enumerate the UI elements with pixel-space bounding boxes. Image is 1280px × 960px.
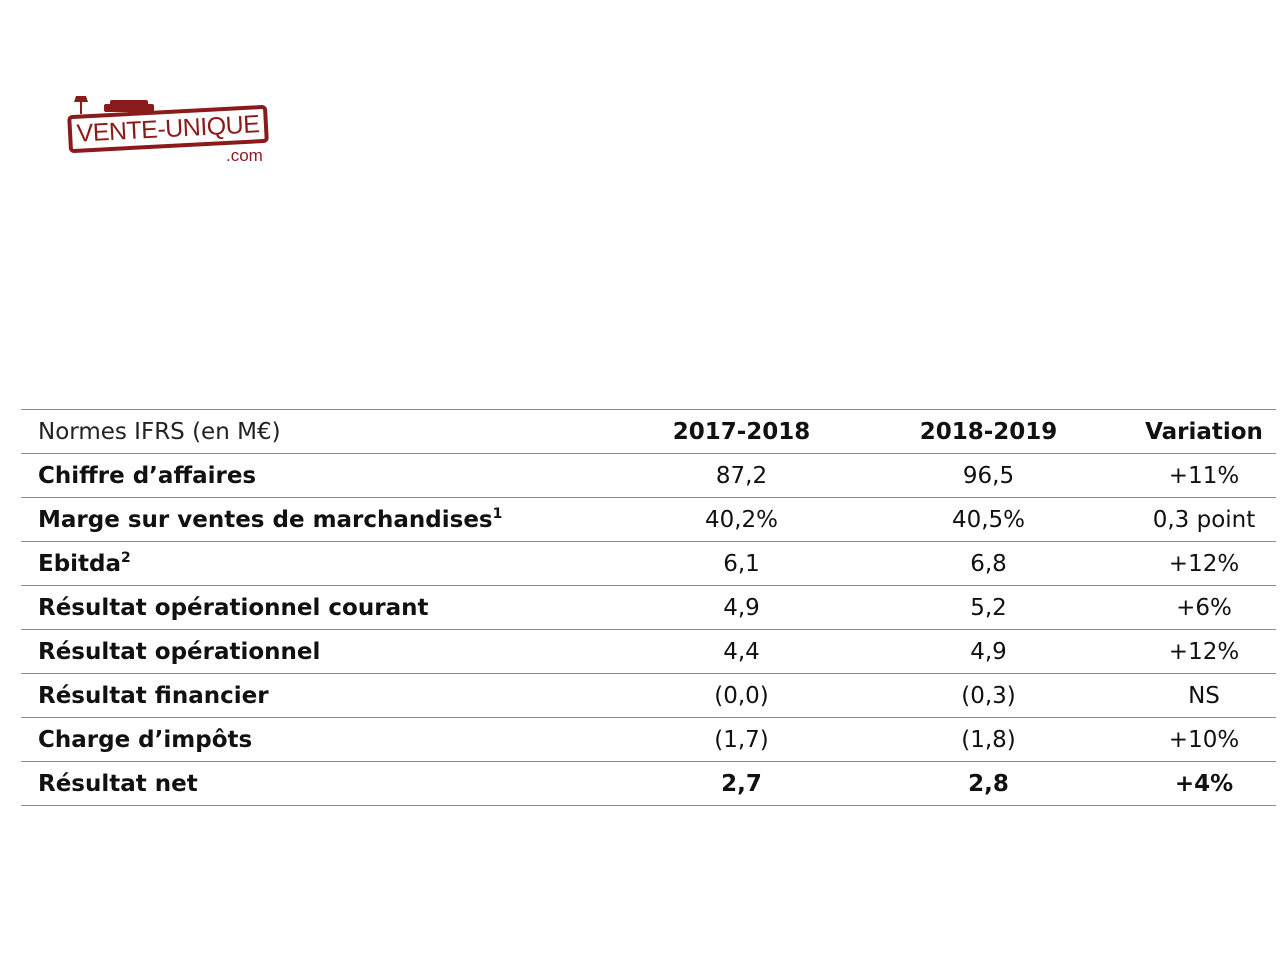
row-value-2017-2018: (0,0): [714, 682, 769, 709]
header-year-2018-2019: 2018-2019: [919, 418, 1058, 445]
row-value-2018-2019: 2,8: [968, 770, 1009, 797]
table-row: Résultat opérationnel courant 4,9 5,2 +6…: [21, 586, 1276, 630]
header-label: Normes IFRS (en M€): [38, 418, 281, 445]
row-value-2017-2018: 2,7: [721, 770, 762, 797]
row-value-2017-2018: 6,1: [723, 550, 760, 577]
row-variation: +12%: [1168, 550, 1240, 577]
sofa-icon: [104, 100, 154, 112]
footnote-marker: 1: [492, 505, 503, 522]
row-variation: +12%: [1168, 638, 1240, 665]
row-label: Résultat financier: [38, 682, 269, 709]
table-row: Ebitda2 6,1 6,8 +12%: [21, 542, 1276, 586]
row-variation: +4%: [1174, 770, 1234, 797]
row-variation: +10%: [1168, 726, 1240, 753]
row-label: Résultat net: [38, 770, 198, 797]
table-row: Résultat opérationnel 4,4 4,9 +12%: [21, 630, 1276, 674]
row-label: Résultat opérationnel: [38, 638, 321, 665]
row-value-2017-2018: 4,9: [723, 594, 760, 621]
row-label: Marge sur ventes de marchandises1: [38, 505, 503, 533]
footnote-marker: 2: [121, 549, 131, 566]
header-year-2017-2018: 2017-2018: [672, 418, 811, 445]
row-label: Ebitda2: [38, 549, 131, 577]
lamp-icon: [74, 96, 88, 114]
row-value-2018-2019: 6,8: [970, 550, 1007, 577]
financial-results-table: Normes IFRS (en M€) 2017-2018 2018-2019 …: [21, 409, 1276, 806]
row-value-2018-2019: 40,5%: [951, 506, 1026, 533]
table-row: Charge d’impôts (1,7) (1,8) +10%: [21, 718, 1276, 762]
header-variation: Variation: [1145, 418, 1263, 445]
row-value-2017-2018: (1,7): [714, 726, 769, 753]
row-value-2018-2019: (0,3): [961, 682, 1016, 709]
row-value-2018-2019: 5,2: [970, 594, 1007, 621]
row-label: Résultat opérationnel courant: [38, 594, 429, 621]
table-row: Marge sur ventes de marchandises1 40,2% …: [21, 498, 1276, 542]
table-header-row: Normes IFRS (en M€) 2017-2018 2018-2019 …: [21, 409, 1276, 454]
vente-unique-logo: VENTE-UNIQUE .com: [64, 96, 280, 176]
row-value-2018-2019: (1,8): [961, 726, 1016, 753]
row-value-2017-2018: 4,4: [723, 638, 760, 665]
row-variation: +11%: [1168, 462, 1240, 489]
row-label: Charge d’impôts: [38, 726, 253, 753]
row-variation: 0,3 point: [1152, 506, 1256, 533]
table-row: Résultat financier (0,0) (0,3) NS: [21, 674, 1276, 718]
row-variation: +6%: [1176, 594, 1232, 621]
table-row: Chiffre d’affaires 87,2 96,5 +11%: [21, 454, 1276, 498]
logo-domain-suffix: .com: [226, 146, 263, 165]
row-variation: NS: [1188, 682, 1220, 709]
table-row-total: Résultat net 2,7 2,8 +4%: [21, 762, 1276, 806]
logo-wordmark: VENTE-UNIQUE: [75, 109, 261, 148]
row-value-2018-2019: 4,9: [970, 638, 1007, 665]
row-value-2017-2018: 87,2: [715, 462, 768, 489]
row-label: Chiffre d’affaires: [38, 462, 257, 489]
row-value-2018-2019: 96,5: [962, 462, 1015, 489]
row-value-2017-2018: 40,2%: [704, 506, 779, 533]
